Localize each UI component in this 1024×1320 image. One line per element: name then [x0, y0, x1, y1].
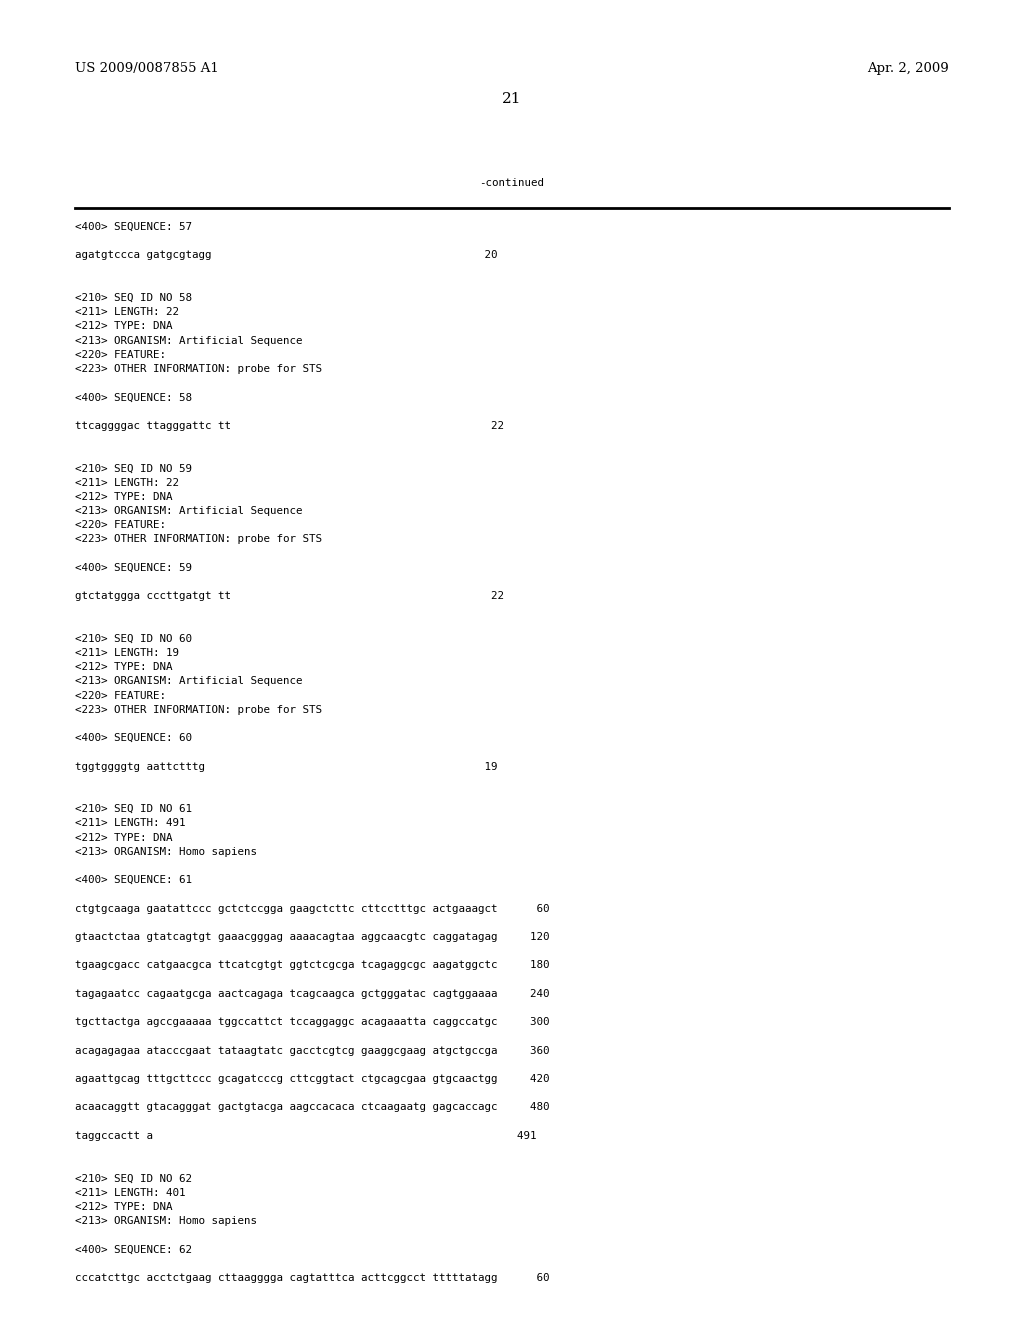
Text: <211> LENGTH: 401: <211> LENGTH: 401: [75, 1188, 185, 1197]
Text: <211> LENGTH: 22: <211> LENGTH: 22: [75, 478, 179, 487]
Text: <400> SEQUENCE: 62: <400> SEQUENCE: 62: [75, 1245, 193, 1254]
Text: US 2009/0087855 A1: US 2009/0087855 A1: [75, 62, 219, 75]
Text: <211> LENGTH: 19: <211> LENGTH: 19: [75, 648, 179, 657]
Text: ctgtgcaaga gaatattccc gctctccgga gaagctcttc cttcctttgc actgaaagct      60: ctgtgcaaga gaatattccc gctctccgga gaagctc…: [75, 904, 550, 913]
Text: <223> OTHER INFORMATION: probe for STS: <223> OTHER INFORMATION: probe for STS: [75, 535, 322, 544]
Text: agaattgcag tttgcttccc gcagatcccg cttcggtact ctgcagcgaa gtgcaactgg     420: agaattgcag tttgcttccc gcagatcccg cttcggt…: [75, 1074, 550, 1084]
Text: <211> LENGTH: 22: <211> LENGTH: 22: [75, 308, 179, 317]
Text: <223> OTHER INFORMATION: probe for STS: <223> OTHER INFORMATION: probe for STS: [75, 364, 322, 374]
Text: <213> ORGANISM: Artificial Sequence: <213> ORGANISM: Artificial Sequence: [75, 506, 302, 516]
Text: <213> ORGANISM: Homo sapiens: <213> ORGANISM: Homo sapiens: [75, 847, 257, 857]
Text: acagagagaa atacccgaat tataagtatc gacctcgtcg gaaggcgaag atgctgccga     360: acagagagaa atacccgaat tataagtatc gacctcg…: [75, 1045, 550, 1056]
Text: ttcaggggac ttagggattc tt                                        22: ttcaggggac ttagggattc tt 22: [75, 421, 504, 430]
Text: <220> FEATURE:: <220> FEATURE:: [75, 520, 166, 531]
Text: <212> TYPE: DNA: <212> TYPE: DNA: [75, 1201, 172, 1212]
Text: <210> SEQ ID NO 59: <210> SEQ ID NO 59: [75, 463, 193, 474]
Text: -continued: -continued: [479, 178, 545, 187]
Text: <400> SEQUENCE: 58: <400> SEQUENCE: 58: [75, 392, 193, 403]
Text: agatgtccca gatgcgtagg                                          20: agatgtccca gatgcgtagg 20: [75, 251, 498, 260]
Text: <400> SEQUENCE: 59: <400> SEQUENCE: 59: [75, 562, 193, 573]
Text: <212> TYPE: DNA: <212> TYPE: DNA: [75, 833, 172, 842]
Text: <210> SEQ ID NO 60: <210> SEQ ID NO 60: [75, 634, 193, 644]
Text: tgaagcgacc catgaacgca ttcatcgtgt ggtctcgcga tcagaggcgc aagatggctc     180: tgaagcgacc catgaacgca ttcatcgtgt ggtctcg…: [75, 961, 550, 970]
Text: <211> LENGTH: 491: <211> LENGTH: 491: [75, 818, 185, 829]
Text: <213> ORGANISM: Artificial Sequence: <213> ORGANISM: Artificial Sequence: [75, 335, 302, 346]
Text: <213> ORGANISM: Homo sapiens: <213> ORGANISM: Homo sapiens: [75, 1216, 257, 1226]
Text: <400> SEQUENCE: 61: <400> SEQUENCE: 61: [75, 875, 193, 886]
Text: acaacaggtt gtacagggat gactgtacga aagccacaca ctcaagaatg gagcaccagc     480: acaacaggtt gtacagggat gactgtacga aagccac…: [75, 1102, 550, 1113]
Text: Apr. 2, 2009: Apr. 2, 2009: [867, 62, 949, 75]
Text: <400> SEQUENCE: 60: <400> SEQUENCE: 60: [75, 733, 193, 743]
Text: <223> OTHER INFORMATION: probe for STS: <223> OTHER INFORMATION: probe for STS: [75, 705, 322, 715]
Text: <210> SEQ ID NO 61: <210> SEQ ID NO 61: [75, 804, 193, 814]
Text: <212> TYPE: DNA: <212> TYPE: DNA: [75, 492, 172, 502]
Text: 21: 21: [502, 92, 522, 106]
Text: gtaactctaa gtatcagtgt gaaacgggag aaaacagtaa aggcaacgtc caggatagag     120: gtaactctaa gtatcagtgt gaaacgggag aaaacag…: [75, 932, 550, 942]
Text: gtctatggga cccttgatgt tt                                        22: gtctatggga cccttgatgt tt 22: [75, 591, 504, 601]
Text: tgcttactga agccgaaaaa tggccattct tccaggaggc acagaaatta caggccatgc     300: tgcttactga agccgaaaaa tggccattct tccagga…: [75, 1018, 550, 1027]
Text: taggccactt a                                                        491: taggccactt a 491: [75, 1131, 537, 1140]
Text: <212> TYPE: DNA: <212> TYPE: DNA: [75, 663, 172, 672]
Text: <210> SEQ ID NO 62: <210> SEQ ID NO 62: [75, 1173, 193, 1184]
Text: <220> FEATURE:: <220> FEATURE:: [75, 350, 166, 360]
Text: <400> SEQUENCE: 57: <400> SEQUENCE: 57: [75, 222, 193, 232]
Text: cccatcttgc acctctgaag cttaagggga cagtatttca acttcggcct tttttatagg      60: cccatcttgc acctctgaag cttaagggga cagtatt…: [75, 1272, 550, 1283]
Text: tagagaatcc cagaatgcga aactcagaga tcagcaagca gctgggatac cagtggaaaa     240: tagagaatcc cagaatgcga aactcagaga tcagcaa…: [75, 989, 550, 999]
Text: <220> FEATURE:: <220> FEATURE:: [75, 690, 166, 701]
Text: tggtggggtg aattctttg                                           19: tggtggggtg aattctttg 19: [75, 762, 498, 772]
Text: <210> SEQ ID NO 58: <210> SEQ ID NO 58: [75, 293, 193, 304]
Text: <213> ORGANISM: Artificial Sequence: <213> ORGANISM: Artificial Sequence: [75, 676, 302, 686]
Text: <212> TYPE: DNA: <212> TYPE: DNA: [75, 321, 172, 331]
